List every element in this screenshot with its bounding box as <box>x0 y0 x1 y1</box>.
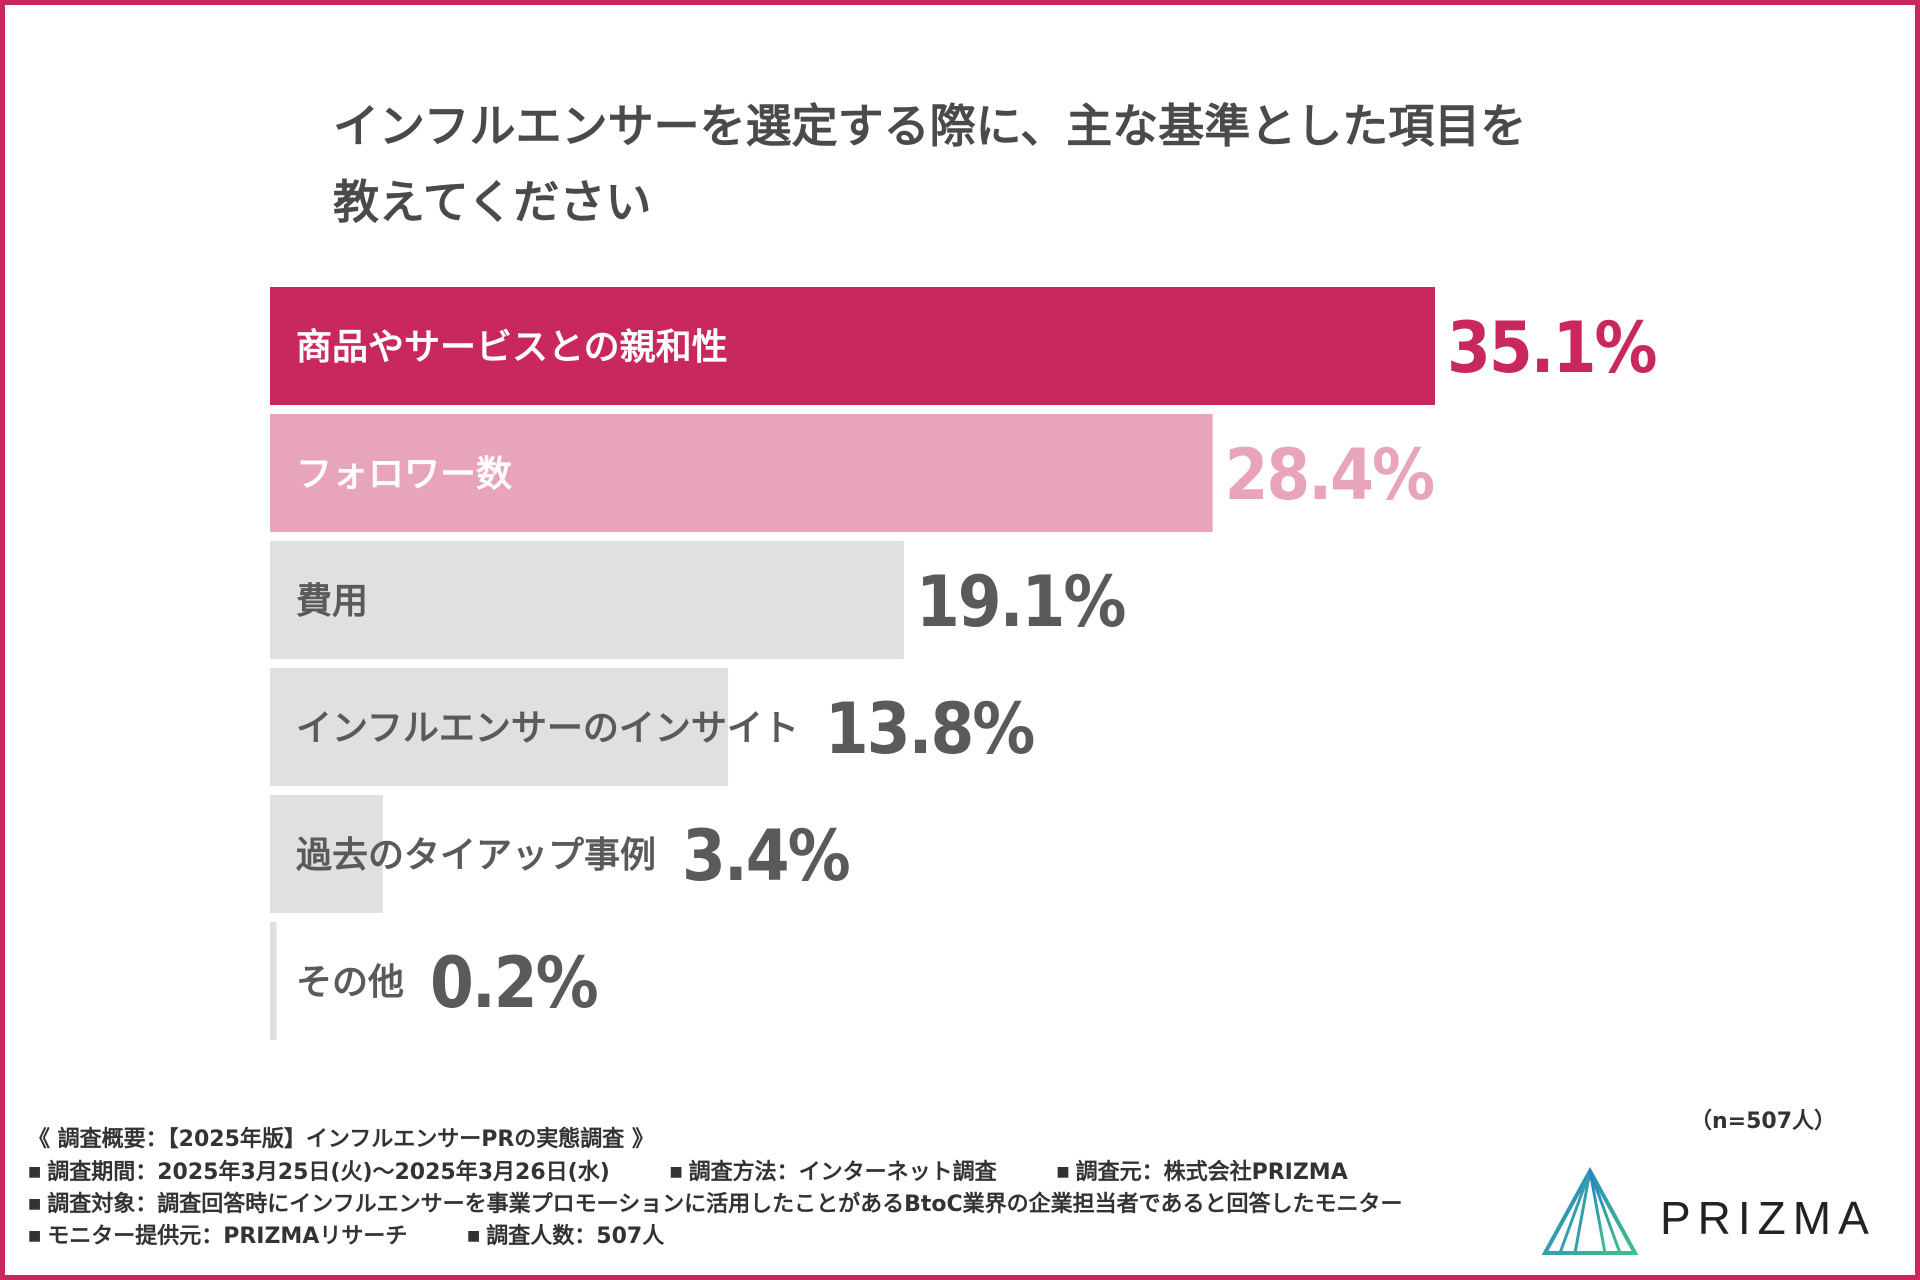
bullet-icon: ■ <box>669 1164 683 1180</box>
value-label: 19.1% <box>916 561 1125 643</box>
survey-heading: 《 調査概要：【2025年版】インフルエンサーPRの実態調査 》 <box>28 1127 654 1152</box>
bar-group: その他 0.2% <box>270 922 600 1040</box>
bar <box>270 922 277 1040</box>
bar <box>270 287 1435 405</box>
survey-method: 調査方法：インターネット調査 <box>688 1160 997 1185</box>
category-label: 商品やサービスとの親和性 <box>296 327 728 368</box>
survey-summary: 《 調査概要：【2025年版】インフルエンサーPRの実態調査 》 ■ 調査期間：2… <box>28 1124 1528 1252</box>
category-label: インフルエンサーのインサイト <box>296 708 799 749</box>
bullet-icon: ■ <box>1056 1164 1070 1180</box>
category-label: フォロワー数 <box>296 454 512 495</box>
bullet-icon: ■ <box>28 1196 42 1212</box>
survey-line-4: ■ モニター提供元：PRIZMAリサーチ ■ 調査人数：507人 <box>28 1220 1528 1252</box>
chart-title-line-1: インフルエンサーを選定する際に、主な基準とした項目を <box>333 99 1527 153</box>
value-label: 28.4% <box>1225 434 1434 516</box>
survey-line-3: ■ 調査対象：調査回答時にインフルエンサーを事業プロモーションに活用したことがある… <box>28 1188 1528 1220</box>
survey-count: 調査人数：507人 <box>486 1224 665 1249</box>
value-label: 3.4% <box>682 815 850 897</box>
survey-line-2: ■ 調査期間：2025年3月25日(火)〜2025年3月26日(水) ■ 調査方法：… <box>28 1156 1528 1188</box>
survey-organizer: 調査元：株式会社PRIZMA <box>1075 1160 1348 1185</box>
chart-title: インフルエンサーを選定する際に、主な基準とした項目を 教えてください <box>333 88 1633 240</box>
bar <box>270 414 1213 532</box>
bullet-icon: ■ <box>28 1164 42 1180</box>
bullet-icon: ■ <box>28 1228 42 1244</box>
bar-group: 過去のタイアップ事例 3.4% <box>270 795 852 913</box>
category-label: その他 <box>296 962 404 1003</box>
prizma-logo: PRIZMA <box>1540 1165 1910 1260</box>
survey-provider: モニター提供元：PRIZMAリサーチ <box>47 1224 408 1249</box>
category-label: 費用 <box>296 581 368 622</box>
survey-target: 調査対象：調査回答時にインフルエンサーを事業プロモーションに活用したことがあるB… <box>47 1192 1403 1217</box>
value-label: 0.2% <box>430 942 598 1024</box>
value-label: 35.1% <box>1447 307 1656 389</box>
chart-title-line-2: 教えてください <box>333 175 652 229</box>
bar <box>270 795 383 913</box>
bar-chart: 商品やサービスとの親和性 35.1% フォロワー数 28.4% 費用 19.1% インフルエ… <box>270 287 1658 1040</box>
bar-group: 費用 19.1% <box>270 541 1127 659</box>
category-label: 過去のタイアップ事例 <box>296 835 656 876</box>
bar <box>270 541 904 659</box>
value-label: 13.8% <box>825 688 1034 770</box>
sample-size: （n=507人） <box>1690 1109 1837 1134</box>
bar-group: 商品やサービスとの親和性 35.1% <box>270 287 1658 405</box>
bullet-icon: ■ <box>467 1228 481 1244</box>
bar <box>270 668 729 786</box>
bar-group: フォロワー数 28.4% <box>270 414 1436 532</box>
bar-group: インフルエンサーのインサイト 13.8% <box>270 668 1036 786</box>
prizma-triangle-icon <box>1541 1166 1639 1255</box>
prizma-logo-text: PRIZMA <box>1660 1192 1876 1244</box>
survey-period: 調査期間：2025年3月25日(火)〜2025年3月26日(水) <box>47 1160 610 1185</box>
